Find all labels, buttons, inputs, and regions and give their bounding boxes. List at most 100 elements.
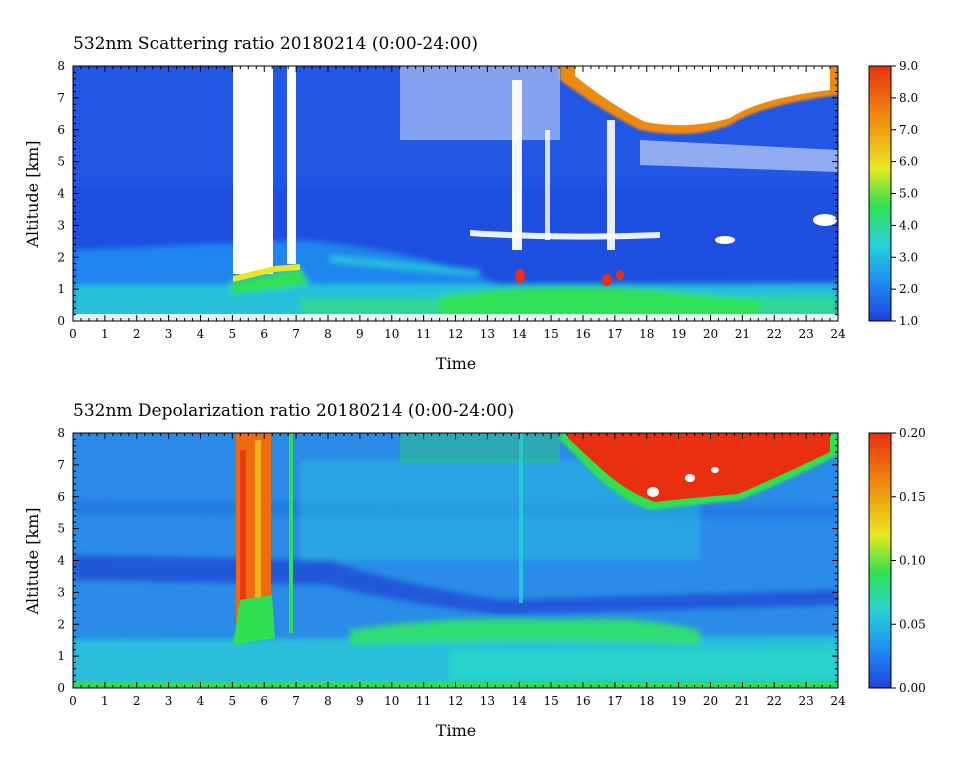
depolarization-x-tick-label: 5 bbox=[229, 694, 237, 708]
scattering-y-tick-label: 0 bbox=[57, 314, 65, 328]
scattering-x-tick-label: 14 bbox=[512, 327, 528, 341]
scattering-x-tick-label: 18 bbox=[639, 327, 654, 341]
depolarization-x-tick-label: 1 bbox=[101, 694, 109, 708]
scattering-colorbar-tick-label: 7.0 bbox=[899, 123, 918, 137]
depolarization-x-tick-label: 13 bbox=[480, 694, 495, 708]
depolarization-colorbar-ticks: 0.00 0.05 0.10 0.15 0.20 bbox=[891, 426, 926, 695]
scattering-gap-2 bbox=[287, 66, 296, 264]
depolarization-x-tick-label: 22 bbox=[767, 694, 782, 708]
scattering-x-tick-label: 7 bbox=[292, 327, 300, 341]
depolarization-x-tick-label: 12 bbox=[448, 694, 463, 708]
scattering-y-tick-label: 1 bbox=[57, 282, 65, 296]
scattering-colorbar-tick-label: 4.0 bbox=[899, 218, 918, 232]
scattering-y-axis: 0 1 2 3 4 5 6 7 8 bbox=[57, 59, 838, 328]
depolarization-high-cloud bbox=[400, 433, 838, 603]
scattering-x-tick-label: 22 bbox=[767, 327, 782, 341]
scattering-ratio-panel: 532nm Scattering ratio 20180214 (0:00-24… bbox=[23, 34, 918, 373]
scattering-colorbar-tick-label: 1.0 bbox=[899, 314, 918, 328]
scattering-x-tick-label: 19 bbox=[671, 327, 686, 341]
depolarization-x-tick-label: 0 bbox=[69, 694, 77, 708]
scattering-x-tick-label: 0 bbox=[69, 327, 77, 341]
scattering-x-tick-label: 17 bbox=[607, 327, 622, 341]
scattering-low-cloud bbox=[233, 264, 624, 286]
scattering-colorbar-tick-label: 2.0 bbox=[899, 282, 918, 296]
scattering-y-tick-label: 8 bbox=[57, 59, 65, 73]
depolarization-y-tick-label: 2 bbox=[57, 617, 65, 631]
depolarization-colorbar-tick-label: 0.05 bbox=[899, 617, 926, 631]
depolarization-y-axis: 0 1 2 3 4 5 6 7 8 bbox=[57, 426, 838, 695]
depolarization-x-tick-label: 24 bbox=[830, 694, 846, 708]
depolarization-y-tick-label: 0 bbox=[57, 681, 65, 695]
depolarization-y-tick-label: 5 bbox=[57, 522, 65, 536]
scattering-colorbar-tick-label: 6.0 bbox=[899, 155, 918, 169]
scattering-x-tick-label: 3 bbox=[165, 327, 173, 341]
depolarization-x-tick-label: 16 bbox=[575, 694, 590, 708]
scattering-x-tick-label: 24 bbox=[830, 327, 846, 341]
depolarization-y-tick-label: 6 bbox=[57, 490, 65, 504]
scattering-x-tick-label: 12 bbox=[448, 327, 463, 341]
depolarization-x-tick-label: 7 bbox=[292, 694, 300, 708]
scattering-colorbar-ticks: 1.0 2.0 3.0 4.0 5.0 6.0 7.0 8.0 9.0 bbox=[891, 59, 918, 328]
scattering-x-tick-label: 9 bbox=[356, 327, 364, 341]
scattering-colorbar-tick-label: 9.0 bbox=[899, 59, 918, 73]
depolarization-colorbar-tick-label: 0.00 bbox=[899, 681, 926, 695]
scattering-y-tick-label: 2 bbox=[57, 250, 65, 264]
scattering-x-tick-label: 2 bbox=[133, 327, 141, 341]
depolarization-x-tick-label: 19 bbox=[671, 694, 686, 708]
depolarization-y-tick-label: 1 bbox=[57, 649, 65, 663]
scattering-high-cloud bbox=[400, 66, 838, 244]
scattering-gap-1 bbox=[233, 66, 273, 274]
scattering-ratio-title: 532nm Scattering ratio 20180214 (0:00-24… bbox=[73, 34, 478, 54]
scattering-x-tick-label: 23 bbox=[798, 327, 813, 341]
scattering-y-label: Altitude [km] bbox=[23, 140, 42, 248]
depolarization-x-axis: 0 1 2 3 4 5 6 7 8 9 10 11 12 13 14 15 16 17 18 19 20 21 22 23 24 bbox=[69, 433, 846, 708]
depolarization-x-tick-label: 6 bbox=[260, 694, 268, 708]
scattering-colorbar-tick-label: 8.0 bbox=[899, 91, 918, 105]
scattering-y-tick-label: 4 bbox=[57, 187, 65, 201]
scattering-x-tick-label: 11 bbox=[416, 327, 431, 341]
scattering-x-axis: 0 1 2 3 4 5 6 7 8 9 10 11 12 13 14 15 16 17 18 19 20 21 22 23 24 bbox=[69, 66, 846, 341]
depolarization-y-tick-label: 3 bbox=[57, 585, 65, 599]
depolarization-y-label: Altitude [km] bbox=[23, 507, 42, 615]
depolarization-x-tick-label: 17 bbox=[607, 694, 622, 708]
depolarization-x-tick-label: 4 bbox=[197, 694, 205, 708]
scattering-colorbar bbox=[868, 65, 892, 322]
depolarization-ice-cloud bbox=[233, 433, 293, 645]
scattering-x-tick-label: 4 bbox=[197, 327, 205, 341]
scattering-y-tick-label: 6 bbox=[57, 123, 65, 137]
scattering-x-tick-label: 21 bbox=[735, 327, 750, 341]
scattering-x-tick-label: 1 bbox=[101, 327, 109, 341]
depolarization-ratio-title: 532nm Depolarization ratio 20180214 (0:0… bbox=[73, 401, 514, 421]
depolarization-x-tick-label: 3 bbox=[165, 694, 173, 708]
depolarization-colorbar-tick-label: 0.15 bbox=[899, 490, 926, 504]
depolarization-ratio-panel: 532nm Depolarization ratio 20180214 (0:0… bbox=[23, 401, 926, 740]
scattering-x-label: Time bbox=[436, 354, 476, 373]
scattering-x-tick-label: 8 bbox=[324, 327, 332, 341]
depolarization-x-tick-label: 14 bbox=[512, 694, 528, 708]
scattering-x-tick-label: 13 bbox=[480, 327, 495, 341]
scattering-x-tick-label: 20 bbox=[703, 327, 718, 341]
scattering-y-tick-label: 5 bbox=[57, 155, 65, 169]
scattering-y-tick-label: 7 bbox=[57, 91, 65, 105]
depolarization-x-tick-label: 2 bbox=[133, 694, 141, 708]
depolarization-x-tick-label: 21 bbox=[735, 694, 750, 708]
scattering-x-tick-label: 15 bbox=[543, 327, 558, 341]
depolarization-y-tick-label: 7 bbox=[57, 458, 65, 472]
depolarization-x-tick-label: 9 bbox=[356, 694, 364, 708]
depolarization-x-tick-label: 18 bbox=[639, 694, 654, 708]
depolarization-x-label: Time bbox=[436, 721, 476, 740]
scattering-x-tick-label: 6 bbox=[260, 327, 268, 341]
depolarization-x-tick-label: 23 bbox=[798, 694, 813, 708]
scattering-colorbar-tick-label: 3.0 bbox=[899, 250, 918, 264]
depolarization-colorbar-tick-label: 0.10 bbox=[899, 554, 926, 568]
depolarization-colorbar bbox=[868, 432, 892, 689]
scattering-x-tick-label: 10 bbox=[384, 327, 399, 341]
depolarization-x-tick-label: 11 bbox=[416, 694, 431, 708]
scattering-colorbar-tick-label: 5.0 bbox=[899, 187, 918, 201]
depolarization-y-tick-label: 4 bbox=[57, 554, 65, 568]
depolarization-x-tick-label: 20 bbox=[703, 694, 718, 708]
scattering-x-tick-label: 5 bbox=[229, 327, 237, 341]
depolarization-x-tick-label: 10 bbox=[384, 694, 399, 708]
depolarization-x-tick-label: 8 bbox=[324, 694, 332, 708]
